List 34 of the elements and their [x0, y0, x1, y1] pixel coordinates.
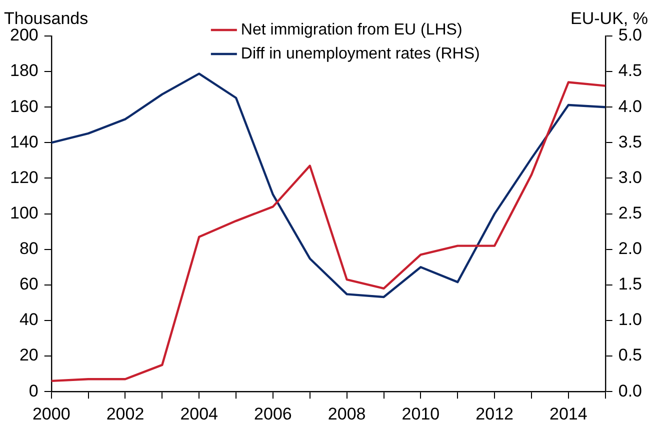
y2-axis-title: EU-UK, %: [570, 9, 648, 28]
legend-label: Net immigration from EU (LHS): [240, 21, 462, 38]
y2-tick-label: 1.0: [618, 310, 642, 330]
y-tick-label: 60: [19, 274, 38, 294]
y-tick-label: 80: [19, 239, 38, 258]
x-tick-label: 2012: [476, 404, 514, 424]
y2-tick-label: 0.0: [618, 381, 642, 400]
y-axis-title: Thousands: [4, 9, 88, 28]
y-tick-label: 40: [19, 310, 38, 330]
x-tick-label: 2008: [328, 404, 366, 424]
legend-label: Diff in unemployment rates (RHS): [240, 45, 480, 62]
y-tick-label: 200: [10, 26, 38, 45]
y-tick-label: 140: [10, 132, 38, 152]
x-tick-label: 2000: [32, 404, 70, 424]
x-tick-label: 2006: [254, 404, 292, 424]
y2-tick-label: 2.5: [618, 203, 642, 222]
y2-tick-label: 4.5: [618, 61, 642, 80]
y2-tick-label: 5.0: [618, 26, 642, 45]
y-tick-label: 20: [19, 346, 38, 365]
y2-tick-label: 3.0: [618, 168, 642, 187]
x-tick-label: 2004: [180, 404, 218, 424]
y-tick-label: 100: [10, 203, 38, 222]
x-tick-label: 2002: [106, 404, 144, 424]
y-tick-label: 120: [10, 168, 38, 187]
y2-tick-label: 3.5: [618, 132, 642, 152]
y-tick-label: 160: [10, 96, 38, 116]
y-tick-label: 180: [10, 61, 38, 80]
y2-tick-label: 2.0: [618, 239, 642, 258]
x-tick-label: 2010: [402, 404, 440, 424]
x-tick-label: 2014: [550, 404, 588, 424]
y2-tick-label: 0.5: [618, 346, 642, 365]
y-tick-label: 0: [28, 381, 38, 400]
y2-tick-label: 1.5: [618, 274, 642, 294]
y2-tick-label: 4.0: [618, 96, 642, 116]
